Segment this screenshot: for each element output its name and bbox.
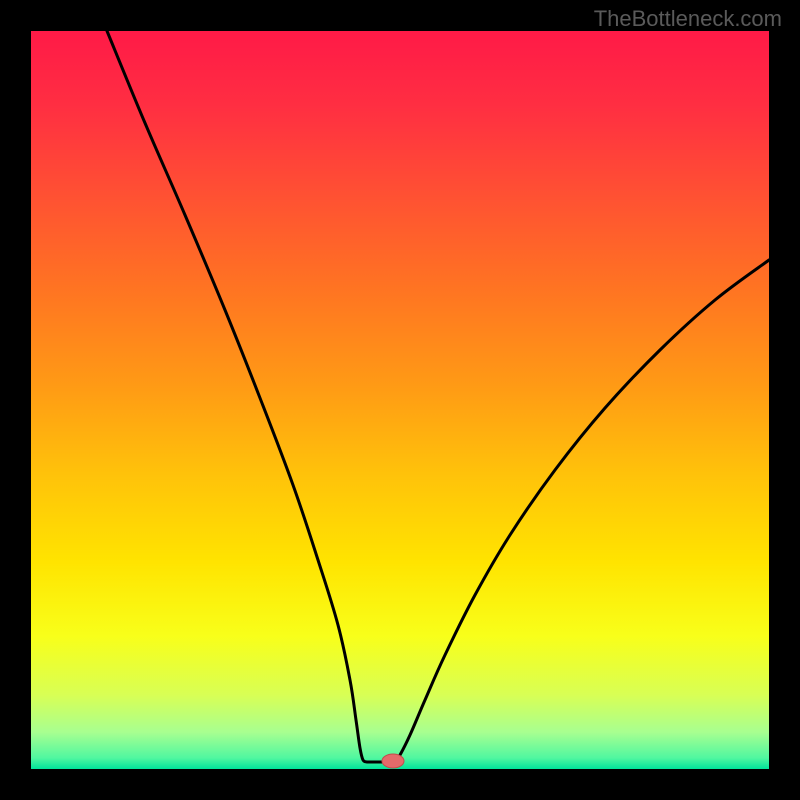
watermark-text: TheBottleneck.com (594, 6, 782, 32)
plot-background (31, 31, 769, 769)
optimal-point-marker (382, 754, 404, 768)
bottleneck-chart (0, 0, 800, 800)
chart-container: TheBottleneck.com (0, 0, 800, 800)
